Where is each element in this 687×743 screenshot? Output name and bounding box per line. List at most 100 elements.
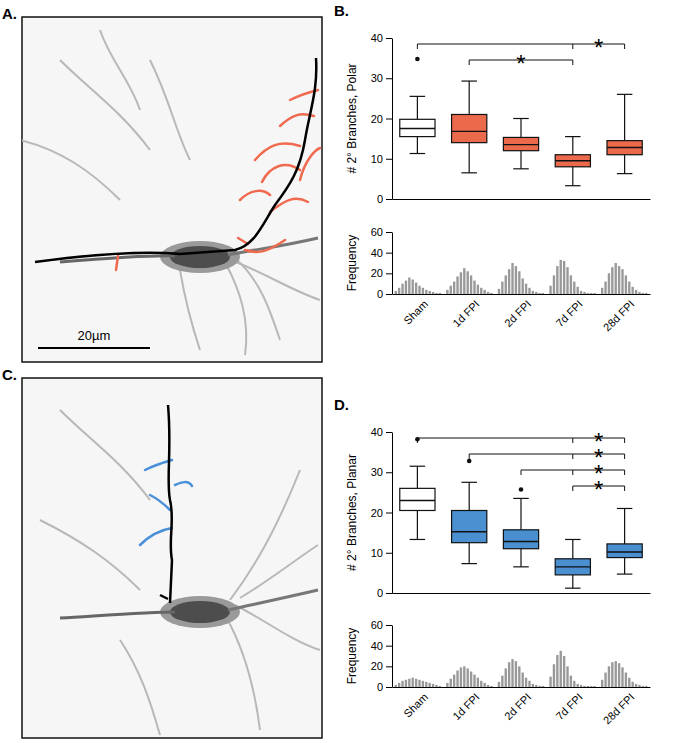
bracket-tick (624, 44, 625, 49)
whisker (572, 575, 573, 588)
hist-bar (450, 679, 452, 687)
hist-bar (573, 681, 575, 687)
hist-bar (408, 679, 410, 687)
hist-bar (460, 667, 462, 687)
hist-bar (532, 291, 534, 294)
tick: Sham (401, 298, 430, 327)
hist-bar (601, 680, 603, 687)
bracket-tick (572, 470, 573, 475)
hist-bar (405, 281, 407, 294)
hist-bar (398, 288, 400, 294)
tick-mark (386, 432, 392, 433)
bracket-tick (417, 44, 418, 49)
cell-process (230, 470, 300, 600)
cell-process (120, 640, 160, 735)
whisker (624, 508, 625, 543)
bracket-tick (572, 44, 573, 49)
hist-bar (473, 675, 475, 687)
hist-bar (580, 291, 582, 294)
whisker-cap (461, 172, 477, 173)
cell-process (225, 262, 246, 355)
box (555, 137, 590, 186)
hist-marks (395, 260, 648, 294)
hist-bar (473, 281, 475, 294)
hist-bar (570, 275, 572, 294)
tick-mark (386, 687, 392, 688)
tick: 7d FPI (553, 298, 584, 329)
whisker-cap (461, 482, 477, 483)
tick-mark (386, 273, 392, 274)
tick: 20 (371, 660, 392, 672)
significance-label: * (516, 50, 525, 77)
tick: 28d FPI (601, 691, 637, 727)
hist-bar (535, 292, 537, 294)
tick-label: 40 (371, 426, 383, 438)
hist-bar (604, 673, 606, 687)
y-axis-title: # 2° Branches, Planar (345, 454, 359, 571)
hist-bar (532, 684, 534, 687)
median (555, 160, 590, 161)
tick-mark (386, 119, 392, 120)
box (503, 487, 538, 567)
whisker-cap (513, 498, 529, 499)
hist-bar (456, 670, 458, 687)
x-axis (393, 199, 651, 200)
bracket-tick (624, 470, 625, 475)
bracket-tick (572, 60, 573, 65)
whisker-cap (513, 566, 529, 567)
whisker-cap (513, 118, 529, 119)
hist-bar (618, 266, 620, 294)
hist-bar (470, 275, 472, 294)
tick: Sham (401, 691, 430, 720)
hist-bar (487, 292, 489, 294)
tick: 28d FPI (601, 298, 637, 334)
hist-bar (525, 678, 527, 687)
box-body (503, 530, 538, 549)
bracket-tick (521, 470, 522, 475)
tick: 30 (371, 72, 392, 84)
bracket-tick (624, 486, 625, 491)
tick: 1d FPI (450, 691, 481, 722)
median (452, 531, 487, 532)
hist-bar (477, 678, 479, 687)
hist-bar (408, 277, 410, 294)
tick-mark (386, 666, 392, 667)
hist-bar (553, 664, 555, 687)
cell-process (60, 410, 150, 500)
hist-bar (418, 680, 420, 687)
tick-label: 40 (371, 32, 383, 44)
whisker (520, 498, 521, 529)
image-content (22, 30, 320, 355)
tick: 20 (371, 113, 392, 125)
tick: 40 (371, 426, 392, 438)
chart: B.010203040# 2° Branches, Polar**0204060… (334, 2, 651, 334)
hist-bar (515, 266, 517, 294)
median (503, 541, 538, 542)
tick: 40 (371, 247, 392, 259)
axis-line (392, 433, 393, 594)
hist-bar (628, 282, 630, 294)
y-axis-title: # 2° Branches, Polar (345, 63, 359, 173)
tick: 2d FPI (502, 691, 533, 722)
branch-trace (150, 495, 170, 510)
cell-process (150, 60, 190, 160)
image-frame (22, 378, 322, 738)
hist-bar (477, 285, 479, 294)
significance-bracket: * (521, 460, 625, 487)
hist-bar (432, 684, 434, 687)
hist-bar (525, 284, 527, 294)
hist-bar (601, 288, 603, 294)
median (607, 551, 642, 552)
hist-bar (522, 673, 524, 687)
tick-label: 10 (371, 547, 383, 559)
significance-bracket: * (573, 476, 625, 503)
box (555, 539, 590, 588)
y-axis: 010203040 (371, 426, 393, 599)
tick: 0 (377, 681, 392, 693)
tick: 40 (371, 32, 392, 44)
hist-bar (515, 661, 517, 687)
hist-bar (435, 293, 437, 294)
hist-bar (566, 267, 568, 294)
axis-line (392, 233, 393, 295)
whisker-cap (410, 153, 426, 154)
